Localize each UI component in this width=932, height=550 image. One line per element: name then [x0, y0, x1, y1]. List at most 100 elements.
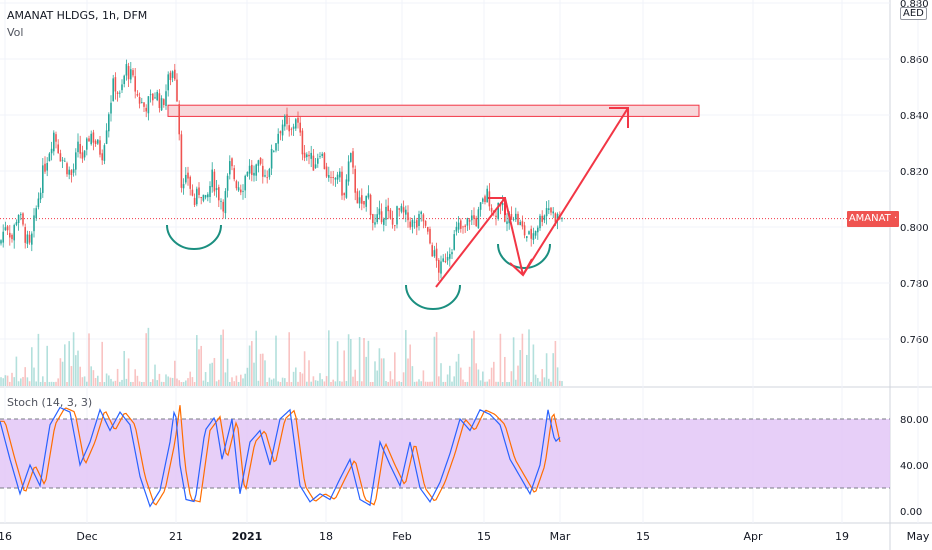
- stoch-k-line: [0, 406, 561, 508]
- volume-bar: [284, 378, 286, 386]
- candle-body: [519, 221, 521, 226]
- candle-body: [9, 232, 11, 238]
- candle-body: [537, 227, 539, 233]
- volume-bar: [541, 369, 543, 386]
- stoch-tick-label: 80.00: [900, 415, 929, 426]
- candle-body: [306, 154, 308, 158]
- time-tick-label: 21: [169, 530, 183, 543]
- candle-body: [59, 153, 62, 162]
- volume-bar: [303, 351, 306, 386]
- volume-bar: [358, 337, 361, 386]
- volume-bar: [460, 367, 462, 386]
- volume-bar: [299, 372, 301, 386]
- volume-bar: [9, 381, 11, 386]
- volume-bar: [11, 372, 13, 386]
- candle-body: [457, 222, 460, 230]
- volume-bar: [391, 379, 394, 386]
- candle-body: [554, 213, 557, 223]
- volume-bar: [266, 382, 268, 386]
- volume-bar: [187, 378, 189, 386]
- volume-bar: [213, 357, 216, 386]
- stoch-label: Stoch (14, 3, 3): [7, 396, 93, 409]
- volume-bar: [123, 350, 125, 386]
- candle-body: [213, 171, 216, 192]
- volume-bar: [127, 358, 130, 386]
- volume-bar: [440, 363, 442, 386]
- volume-bar: [99, 381, 101, 386]
- candle-body: [88, 138, 90, 142]
- volume-bar: [134, 369, 136, 386]
- volume-bar: [33, 367, 35, 386]
- volume-bar: [339, 381, 341, 386]
- volume-bar: [114, 380, 117, 386]
- volume-bar: [24, 367, 26, 386]
- candle-body: [141, 102, 143, 103]
- volume-bar: [493, 361, 495, 386]
- chart-title: AMANAT HLDGS, 1h, DFM: [7, 9, 148, 22]
- candle-body: [66, 163, 68, 175]
- volume-bar: [372, 381, 374, 386]
- volume-bar: [519, 350, 521, 386]
- candle-body: [438, 259, 440, 273]
- volume-bar: [325, 376, 328, 386]
- candle-body: [167, 74, 169, 91]
- volume-bar: [275, 335, 277, 386]
- volume-bar: [121, 379, 123, 386]
- candle-body: [413, 221, 416, 223]
- candle-body: [75, 152, 77, 170]
- candle-body: [121, 84, 123, 91]
- volume-bar: [343, 350, 345, 386]
- volume-bar: [554, 340, 557, 386]
- candle-body: [119, 92, 121, 94]
- volume-bar: [319, 373, 321, 386]
- candle-body: [444, 260, 447, 263]
- candle-body: [275, 143, 277, 151]
- volume-bar: [290, 381, 293, 386]
- candle-body: [314, 164, 317, 169]
- volume-bar: [231, 377, 233, 386]
- candle-body: [99, 140, 101, 155]
- volume-bar: [270, 379, 273, 386]
- candle-body: [240, 189, 242, 193]
- time-tick-label: Dec: [76, 530, 97, 543]
- volume-bar: [482, 371, 484, 386]
- resistance-zone: [167, 104, 700, 117]
- volume-bar: [479, 380, 482, 386]
- candle-body: [372, 214, 374, 223]
- candle-body: [83, 150, 86, 158]
- volume-bar: [160, 381, 163, 386]
- candle-body: [37, 198, 40, 208]
- stoch-tick-label: 0.00: [900, 507, 922, 518]
- time-tick-label: 2021: [232, 530, 263, 543]
- volume-bar: [559, 380, 561, 386]
- candle-body: [22, 213, 24, 225]
- candle-body: [385, 206, 387, 220]
- candle-body: [495, 215, 497, 218]
- candle-body: [394, 225, 396, 227]
- volume-bar: [53, 381, 55, 386]
- candle-body: [455, 226, 458, 232]
- volume-bar: [334, 381, 337, 386]
- candle-body: [147, 96, 150, 114]
- volume-bar: [510, 371, 513, 386]
- candle-body: [416, 220, 418, 228]
- volume-bar: [422, 370, 425, 386]
- volume-bar: [356, 381, 359, 386]
- candle-body: [376, 214, 378, 223]
- volume-bar: [174, 360, 176, 386]
- last-price-tag: AMANAT · 0.803: [847, 211, 899, 240]
- volume-bar: [537, 378, 539, 386]
- candle-body: [343, 193, 345, 196]
- candle-body: [453, 234, 455, 250]
- volume-bar: [26, 377, 29, 386]
- volume-bar: [215, 381, 218, 386]
- volume-bar: [2, 378, 4, 386]
- candle-body: [383, 218, 385, 225]
- volume-bar: [345, 381, 348, 386]
- volume-bar: [550, 381, 552, 386]
- candle-body: [380, 211, 383, 223]
- candle-body: [53, 132, 55, 152]
- candle-body: [539, 215, 541, 229]
- candle-body: [134, 76, 136, 92]
